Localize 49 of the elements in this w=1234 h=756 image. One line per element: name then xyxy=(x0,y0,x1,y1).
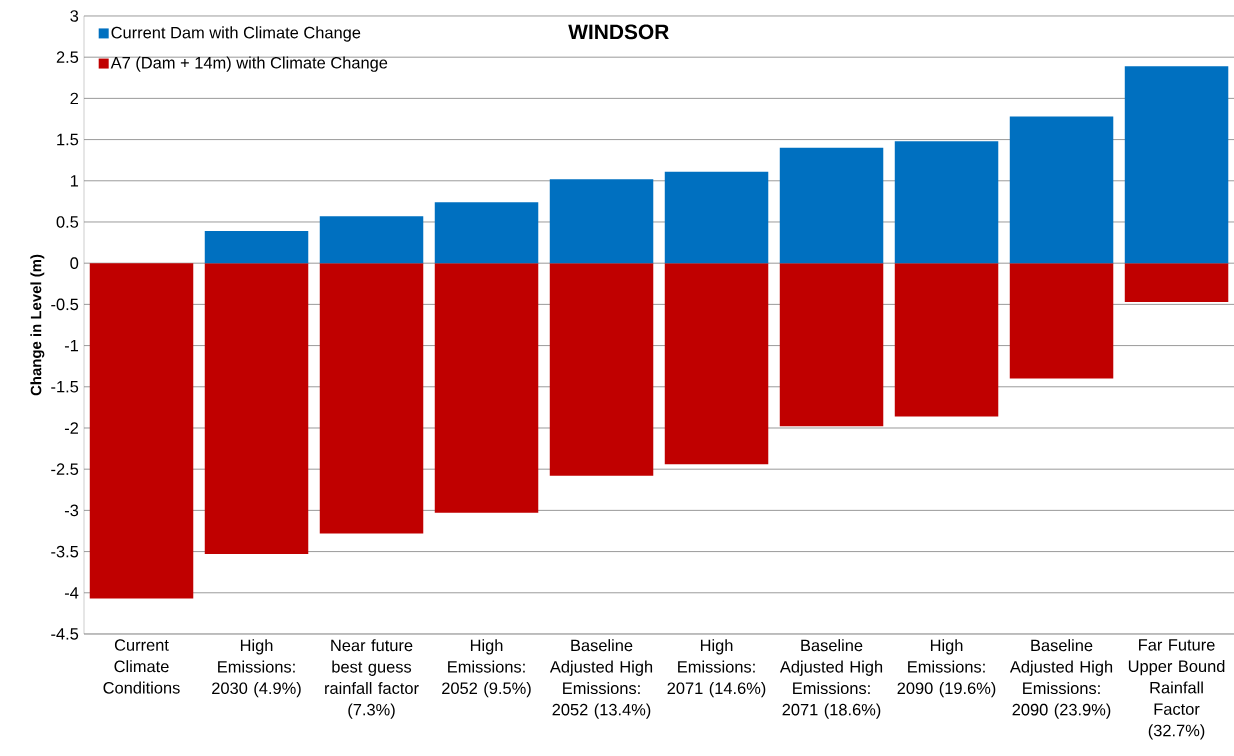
y-axis-title: Change in Level (m) xyxy=(30,254,45,396)
y-tick-label: 3 xyxy=(70,10,79,22)
bar xyxy=(319,216,424,264)
bar xyxy=(1009,263,1114,379)
y-tick-label: -1 xyxy=(64,339,79,352)
bar xyxy=(1009,116,1114,264)
bar xyxy=(204,231,309,264)
legend-label: Current Dam with Climate Change xyxy=(111,26,361,42)
y-tick-label: -2 xyxy=(64,422,78,434)
bar xyxy=(434,263,539,513)
y-tick-label: 2.5 xyxy=(56,51,79,63)
bar xyxy=(319,263,424,534)
bar xyxy=(664,263,769,465)
bar xyxy=(779,147,884,264)
legend-label: A7 (Dam + 14m) with Climate Change xyxy=(110,56,388,72)
x-tick-label: Near future best guess rainfall factor (7.3%) xyxy=(325,639,419,719)
bar xyxy=(894,263,999,417)
bar xyxy=(434,202,539,264)
y-tick-label: 0 xyxy=(70,257,79,269)
y-tick-label: -3 xyxy=(64,504,79,517)
x-tick-label: High Emissions: 2052 (9.5%) xyxy=(442,639,531,698)
y-tick-label: 0.5 xyxy=(56,216,79,228)
bar xyxy=(779,263,884,427)
y-tick-label: -4 xyxy=(64,587,79,599)
x-tick-label: Baseline Adjusted High Emissions: 2090 (23.9%) xyxy=(1009,639,1113,719)
bar xyxy=(549,263,654,476)
x-tick-label: High Emissions: 2030 (4.9%) xyxy=(212,639,301,698)
bar xyxy=(549,179,654,264)
x-tick-label: Current Climate Conditions xyxy=(103,639,180,694)
bar xyxy=(89,263,194,599)
y-tick-label: 1.5 xyxy=(57,133,79,146)
x-tick-label: Baseline Adjusted High Emissions: 2052 (13.4%) xyxy=(549,639,653,719)
y-tick-label: -0.5 xyxy=(51,298,79,311)
bar xyxy=(894,141,999,264)
y-tick-label: 2 xyxy=(70,92,78,105)
x-tick-label: High Emissions: 2090 (19.6%) xyxy=(897,639,996,698)
y-tick-label: 1 xyxy=(70,175,79,187)
y-tick-label: -4.5 xyxy=(51,628,79,640)
bar xyxy=(204,263,309,555)
y-tick-label: -1.5 xyxy=(51,381,79,393)
y-tick-label: -2.5 xyxy=(51,463,79,475)
x-tick-label: Far Future Upper Bound Rainfall Factor (32.7%) xyxy=(1128,639,1225,740)
x-tick-label: High Emissions: 2071 (14.6%) xyxy=(667,639,766,698)
y-tick-label: -3.5 xyxy=(51,545,79,558)
bar xyxy=(1124,66,1229,264)
bar xyxy=(1124,263,1229,302)
bar xyxy=(664,171,769,264)
chart-title: WINDSOR xyxy=(568,24,669,40)
x-tick-label: Baseline Adjusted High Emissions: 2071 (18.6%) xyxy=(779,639,883,719)
